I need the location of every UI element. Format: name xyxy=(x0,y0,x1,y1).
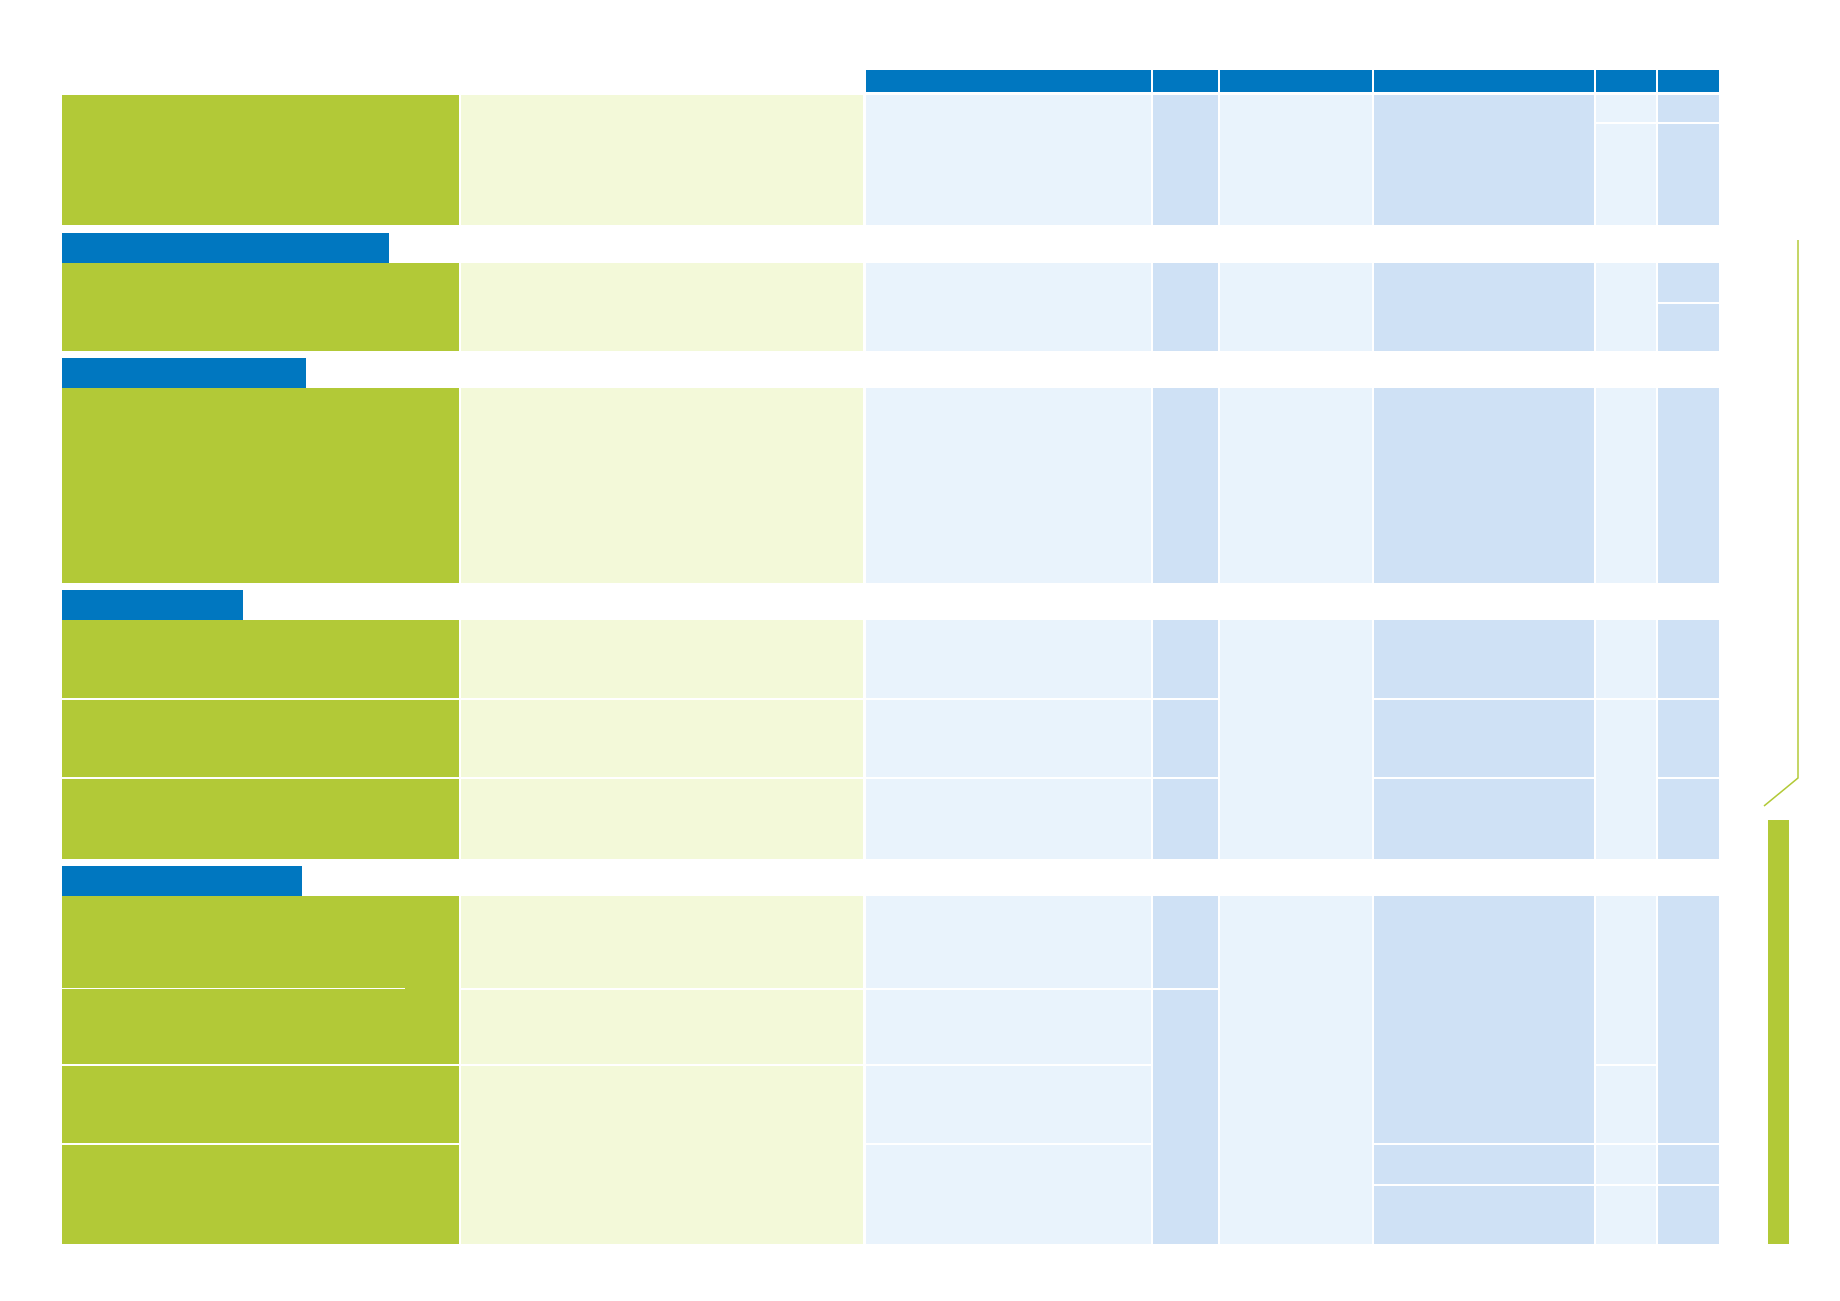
section-title-4 xyxy=(62,866,302,896)
row-e-sep-1a xyxy=(62,988,405,989)
row-e-green-cell xyxy=(62,896,459,1244)
row-e-sep-3b xyxy=(866,1143,1151,1145)
row-e-lightgreen-merged xyxy=(461,1066,863,1244)
row-d-col1 xyxy=(866,620,1151,859)
row-c-col1 xyxy=(866,388,1151,583)
row-d-sep-1 xyxy=(62,698,1218,700)
row-a-col6 xyxy=(1658,95,1719,225)
row-e-col3 xyxy=(1220,896,1372,1244)
row-d-col5 xyxy=(1596,620,1656,859)
row-b-split xyxy=(1658,302,1719,304)
row-e-sep-3a xyxy=(62,1143,459,1145)
row-c-col3 xyxy=(1220,388,1372,583)
row-a-col1 xyxy=(866,95,1151,225)
row-b-col6 xyxy=(1658,263,1719,351)
row-e-col1 xyxy=(866,896,1151,1244)
row-e-col5 xyxy=(1596,896,1656,1244)
header-col-4 xyxy=(1374,70,1594,92)
row-e-sep-2 xyxy=(62,1064,1151,1066)
section-title-3 xyxy=(62,590,243,620)
row-d-green-cell xyxy=(62,620,459,859)
row-b-col3 xyxy=(1220,263,1372,351)
row-b-lightgreen-cell xyxy=(461,263,863,351)
header-col-3 xyxy=(1220,70,1372,92)
row-e-sep-1b xyxy=(461,988,1218,990)
side-green-bar xyxy=(1768,820,1789,1244)
row-b-col2 xyxy=(1153,263,1218,351)
row-d-sep-2b xyxy=(1374,777,1594,779)
header-col-6 xyxy=(1658,70,1719,92)
row-e-col4 xyxy=(1374,896,1594,1244)
row-d-lightgreen-cell xyxy=(461,620,863,859)
bracket-line xyxy=(1763,240,1799,807)
row-a-lightgreen-cell xyxy=(461,95,863,225)
row-c-green-cell xyxy=(62,388,459,583)
row-d-sep-2c xyxy=(1658,777,1719,779)
row-b-col4 xyxy=(1374,263,1594,351)
row-b-col1 xyxy=(866,263,1151,351)
row-a-col3 xyxy=(1220,95,1372,225)
row-e-sep-4 xyxy=(1374,1184,1719,1186)
header-col-2 xyxy=(1153,70,1218,92)
row-e-sep-2b xyxy=(1596,1064,1656,1066)
row-e-sep-3c xyxy=(1374,1143,1719,1145)
row-d-col3 xyxy=(1220,620,1372,859)
row-a-split xyxy=(1596,122,1719,124)
row-c-lightgreen-cell xyxy=(461,388,863,583)
row-a-col4 xyxy=(1374,95,1594,225)
section-title-1 xyxy=(62,233,389,263)
header-col-5 xyxy=(1596,70,1656,92)
row-c-col6 xyxy=(1658,388,1719,583)
row-a-green-cell xyxy=(62,95,459,225)
row-c-col4 xyxy=(1374,388,1594,583)
section-title-2 xyxy=(62,358,306,388)
row-d-sep-1b xyxy=(1374,698,1719,700)
row-c-col2 xyxy=(1153,388,1218,583)
row-d-col6 xyxy=(1658,620,1719,859)
row-d-col4 xyxy=(1374,620,1594,859)
row-b-green-cell xyxy=(62,263,459,351)
row-b-col5 xyxy=(1596,263,1656,351)
header-col-1 xyxy=(866,70,1151,92)
row-e-col2 xyxy=(1153,896,1218,1244)
row-a-col5 xyxy=(1596,95,1656,225)
row-a-col2 xyxy=(1153,95,1218,225)
row-c-col5 xyxy=(1596,388,1656,583)
row-e-col6 xyxy=(1658,896,1719,1244)
row-d-col2 xyxy=(1153,620,1218,859)
row-d-sep-2 xyxy=(62,777,1218,779)
